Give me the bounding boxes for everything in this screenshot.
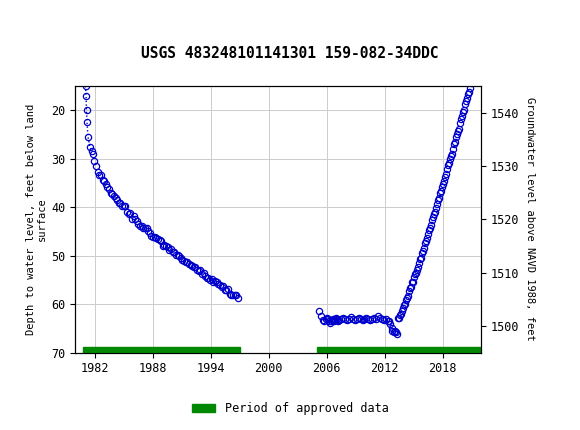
Legend: Period of approved data: Period of approved data	[187, 397, 393, 420]
Text: USGS 483248101141301 159-082-34DDC: USGS 483248101141301 159-082-34DDC	[142, 46, 438, 61]
Y-axis label: Depth to water level, feet below land
surface: Depth to water level, feet below land su…	[26, 104, 47, 335]
Bar	[317, 347, 481, 353]
Text: ▒USGS: ▒USGS	[9, 17, 67, 39]
Bar	[83, 347, 240, 353]
Y-axis label: Groundwater level above NAVD 1988, feet: Groundwater level above NAVD 1988, feet	[525, 98, 535, 341]
